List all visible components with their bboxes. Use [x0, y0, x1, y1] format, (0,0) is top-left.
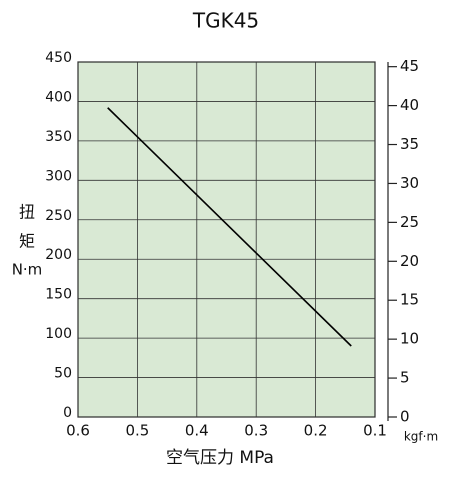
- y2-tick-label: 10: [400, 330, 419, 348]
- y2-tick-label: 15: [400, 291, 419, 309]
- y2-tick-label: 20: [400, 252, 419, 270]
- x-axis-label: 空气压力 MPa: [166, 448, 274, 468]
- x-tick-label: 0.4: [185, 422, 209, 440]
- x-tick-label: 0.2: [304, 422, 328, 440]
- y2-tick-label: 45: [400, 57, 419, 75]
- y-tick-label: 100: [45, 326, 72, 342]
- y2-tick-label: 30: [400, 174, 419, 192]
- y-tick-label: 300: [45, 168, 72, 184]
- y-tick-label: 400: [45, 89, 72, 105]
- y-tick-label: 250: [45, 208, 72, 224]
- y-tick-label: 450: [45, 50, 72, 66]
- y-tick-label: 150: [45, 287, 72, 303]
- data-line: [107, 107, 352, 347]
- x-tick-label: 0.6: [66, 422, 90, 440]
- y2-tick-label: 40: [400, 96, 419, 114]
- y-tick-label: 200: [45, 247, 72, 263]
- x-tick-label: 0.5: [125, 422, 149, 440]
- y-axis-label: 扭: [19, 203, 35, 222]
- y2-tick-label: 0: [400, 408, 410, 426]
- y-tick-label: 350: [45, 129, 72, 145]
- y-tick-label: 50: [54, 366, 72, 382]
- plot-area: [77, 61, 376, 418]
- y2-tick-label: 35: [400, 135, 419, 153]
- y2-axis-label: kgf·m: [404, 430, 438, 444]
- chart-title: TGK45: [192, 9, 259, 33]
- y-axis-label: 矩: [19, 232, 35, 251]
- y2-tick-label: 5: [400, 369, 410, 387]
- y-axis-label: N·m: [12, 261, 43, 279]
- x-tick-label: 0.3: [244, 422, 268, 440]
- y-tick-label: 0: [63, 405, 72, 421]
- y2-tick-label: 25: [400, 213, 419, 231]
- x-tick-label: 0.1: [363, 422, 387, 440]
